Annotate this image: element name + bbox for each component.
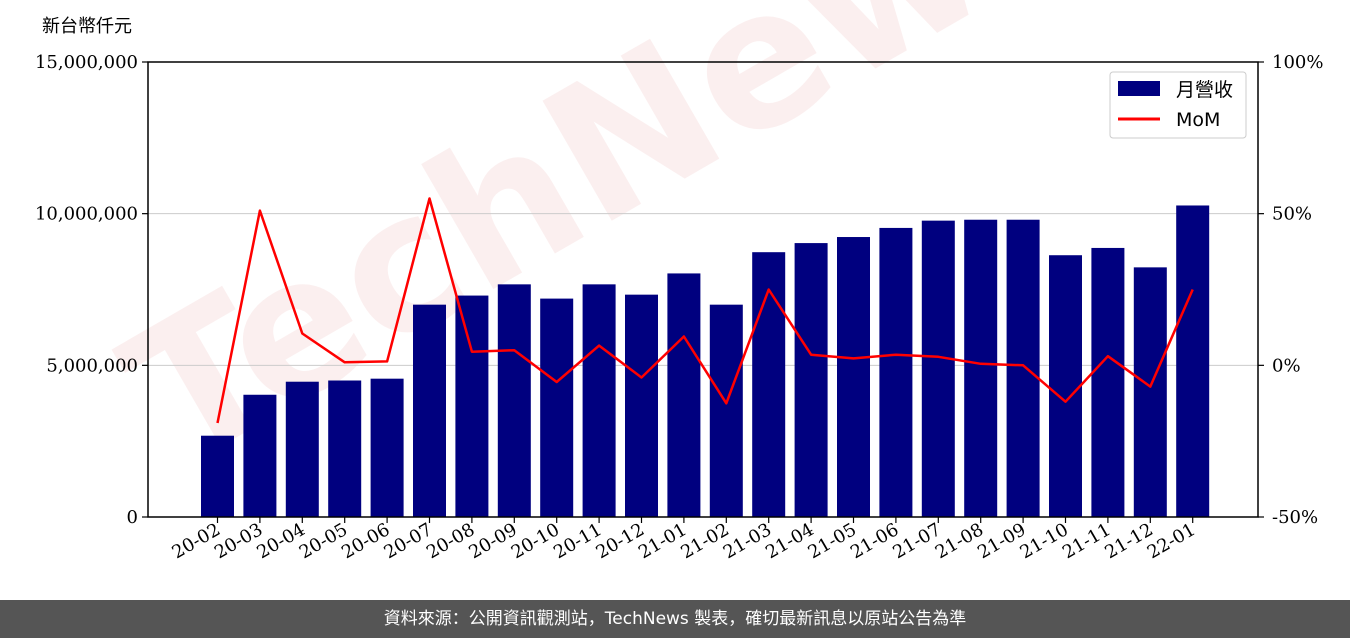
revenue-bar: [879, 227, 913, 517]
x-tick-label: 21-01: [635, 519, 690, 563]
revenue-bar: [1049, 255, 1082, 517]
bar-series: [201, 205, 1210, 518]
x-tick-label: 20-09: [465, 519, 520, 563]
y2-tick-label: -50%: [1272, 507, 1318, 528]
x-tick-label: 20-06: [338, 519, 393, 563]
revenue-bar: [1006, 219, 1040, 517]
y-tick-label: 15,000,000: [35, 52, 138, 73]
source-footer-text: 資料來源：公開資訊觀測站，TechNews 製表，確切最新訊息以原站公告為準: [383, 609, 967, 629]
y2-tick-label: 100%: [1272, 52, 1323, 73]
revenue-bar: [709, 304, 743, 517]
revenue-bar: [667, 273, 701, 517]
x-tick-label: 21-08: [932, 519, 987, 563]
revenue-bar: [794, 243, 828, 517]
y2-tick-label: 50%: [1272, 204, 1312, 225]
y-tick-label: 10,000,000: [35, 204, 138, 225]
x-tick-label: 21-10: [1017, 519, 1072, 563]
left-axis-ticks: 0 5,000,000 10,000,000 15,000,000: [35, 52, 148, 528]
revenue-bar: [1176, 205, 1210, 517]
x-axis-ticks: 20-0220-0320-0420-0520-0620-0720-0820-09…: [169, 517, 1199, 563]
x-tick-label: 22-01: [1144, 519, 1199, 563]
revenue-bar: [582, 284, 616, 517]
y-axis-unit-label: 新台幣仟元: [42, 16, 132, 37]
y-tick-label: 5,000,000: [46, 355, 138, 376]
x-tick-label: 20-12: [593, 519, 648, 563]
revenue-bar: [752, 252, 786, 517]
revenue-bar: [964, 219, 998, 517]
legend: 月營收 MoM: [1109, 71, 1247, 139]
x-tick-label: 21-02: [677, 519, 732, 563]
revenue-bar: [413, 304, 446, 517]
x-tick-label: 20-11: [550, 519, 605, 563]
x-tick-label: 21-03: [720, 519, 775, 563]
x-tick-label: 20-05: [296, 519, 351, 563]
x-tick-label: 21-05: [805, 519, 860, 563]
revenue-bar: [201, 435, 234, 517]
mom-line-series: [216, 197, 1194, 424]
revenue-bar: [285, 381, 319, 517]
legend-bar-swatch: [1118, 81, 1160, 96]
legend-line-label: MoM: [1176, 109, 1220, 131]
revenue-bar: [370, 378, 404, 517]
mom-line: [216, 197, 1194, 424]
x-tick-label: 21-12: [1101, 519, 1156, 563]
x-tick-label: 21-09: [974, 519, 1029, 563]
revenue-bar: [1133, 267, 1167, 517]
revenue-bar: [1091, 247, 1125, 517]
plot-frame: [147, 61, 1259, 518]
revenue-bar: [497, 284, 531, 517]
legend-bar-label: 月營收: [1176, 79, 1233, 101]
revenue-bar: [625, 294, 658, 517]
revenue-bar: [243, 394, 277, 517]
x-tick-label: 20-08: [423, 519, 478, 563]
x-tick-label: 20-02: [169, 519, 224, 563]
revenue-bar: [328, 380, 362, 517]
x-tick-label: 21-07: [889, 519, 944, 563]
source-footer: 資料來源：公開資訊觀測站，TechNews 製表，確切最新訊息以原站公告為準: [0, 600, 1350, 638]
revenue-bar: [455, 295, 489, 517]
revenue-bar: [837, 237, 870, 518]
x-tick-label: 20-03: [211, 519, 266, 563]
x-tick-label: 20-04: [253, 519, 308, 563]
x-tick-label: 21-06: [847, 519, 902, 563]
x-tick-label: 20-10: [508, 519, 563, 563]
y-tick-label: 0: [127, 507, 138, 528]
revenue-chart: TechNews 新台幣仟元 05,000,00010,000,00015,00…: [35, 0, 1324, 563]
revenue-bar: [540, 298, 574, 517]
x-tick-label: 21-11: [1059, 519, 1114, 563]
revenue-bar: [921, 220, 955, 518]
x-tick-label: 21-04: [762, 519, 817, 563]
x-tick-label: 20-07: [381, 519, 436, 563]
y2-tick-label: 0%: [1272, 355, 1301, 376]
right-axis-ticks: -50% 0% 50% 100%: [1258, 52, 1323, 528]
